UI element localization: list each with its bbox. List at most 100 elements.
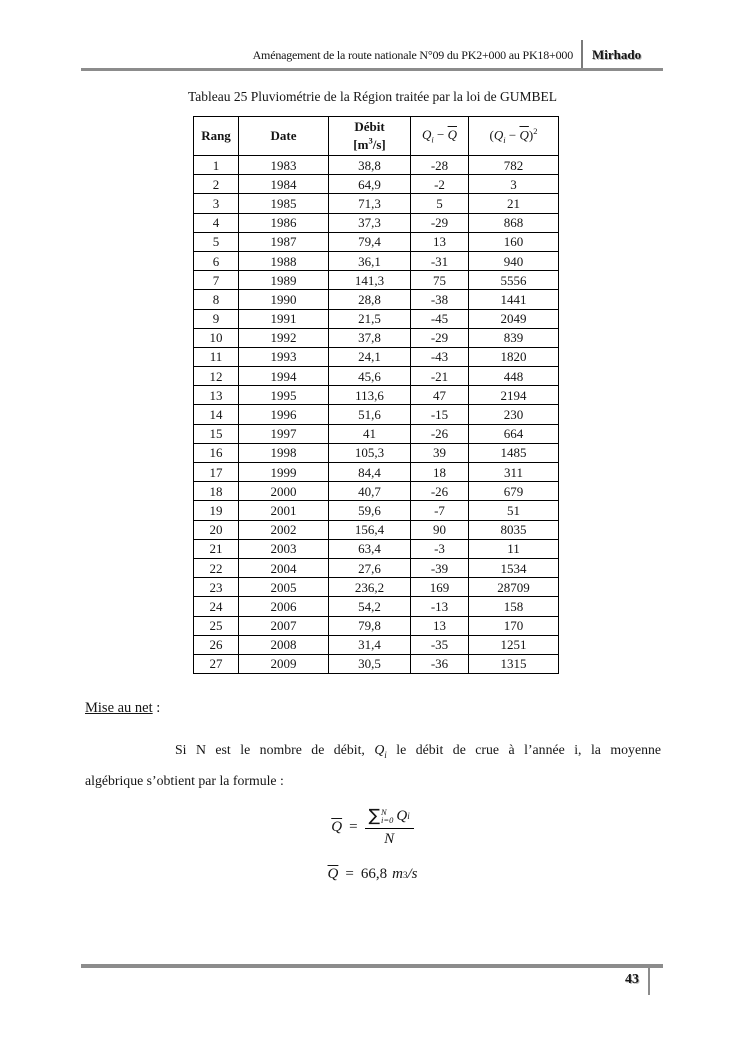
table-cell: 236,2 <box>328 577 411 598</box>
table-cell: 782 <box>468 154 559 176</box>
table-cell: 1990 <box>238 289 329 310</box>
table-cell: -7 <box>410 500 469 521</box>
table-cell: 160 <box>468 231 559 252</box>
table-cell: 868 <box>468 212 559 233</box>
equals-sign: = <box>345 866 354 882</box>
table-cell: 9 <box>193 308 239 329</box>
table-cell: 7 <box>193 270 239 291</box>
table-cell: 21,5 <box>328 308 411 329</box>
table-row: 1 1983 38,8 -28 782 <box>193 154 559 176</box>
table-cell: 3 <box>468 174 559 195</box>
table-cell: 27,6 <box>328 557 411 579</box>
col-header-deviation: Qi − Q <box>410 116 469 156</box>
table-cell: -39 <box>410 557 469 579</box>
table-cell: 75 <box>410 270 469 291</box>
table-cell: -43 <box>410 346 469 368</box>
table-cell: 28709 <box>468 577 559 598</box>
unit-per-s: /s <box>407 866 418 882</box>
sum-icon: ∑ <box>368 806 381 826</box>
table-cell: 51 <box>468 500 559 521</box>
table-cell: 1534 <box>468 557 559 579</box>
table-cell: -35 <box>410 634 469 655</box>
table-cell: 25 <box>193 615 239 636</box>
table-cell: 6 <box>193 250 239 272</box>
table-cell: 64,9 <box>328 174 411 195</box>
header-title: Aménagement de la route nationale N°09 d… <box>252 48 574 62</box>
table-cell: -2 <box>410 174 469 195</box>
table-cell: -3 <box>410 538 469 559</box>
table-cell: 24 <box>193 596 239 617</box>
table-cell: -28 <box>410 154 469 176</box>
paragraph-line-2: algébrique s’obtient par la formule : <box>85 772 284 788</box>
table-row: 12 1994 45,6 -21 448 <box>193 366 559 387</box>
body-paragraph: Si N est le nombre de débit, Qi le débit… <box>85 742 661 789</box>
table-cell: -29 <box>410 327 469 348</box>
table-cell: 38,8 <box>328 154 411 176</box>
table-cell: -26 <box>410 481 469 502</box>
table-cell: 40,7 <box>328 481 411 502</box>
table-cell: 21 <box>193 538 239 559</box>
table-cell: 20 <box>193 519 239 540</box>
table-cell: 30,5 <box>328 653 411 675</box>
table-cell: 1993 <box>238 346 329 368</box>
table-cell: 169 <box>410 577 469 598</box>
table-cell: 21 <box>468 193 559 214</box>
table-cell: 19 <box>193 500 239 521</box>
table-cell: 2003 <box>238 538 329 559</box>
table-body: 1 1983 38,8 -28 782 2 1984 64,9 -2 3 3 1985 71,3 5 21 4… <box>193 154 559 675</box>
table-cell: 23 <box>193 577 239 598</box>
unit-m: m <box>392 866 403 882</box>
table-row: 23 2005 236,2 169 28709 <box>193 577 559 598</box>
table-cell: 12 <box>193 366 239 387</box>
table-cell: 105,3 <box>328 442 411 464</box>
table-row: 20 2002 156,4 90 8035 <box>193 519 559 540</box>
table-cell: 39 <box>410 442 469 464</box>
table-cell: 2194 <box>468 385 559 406</box>
table-cell: -36 <box>410 653 469 675</box>
table-cell: -15 <box>410 404 469 425</box>
table-cell: 27 <box>193 653 239 675</box>
table-row: 5 1987 79,4 13 160 <box>193 231 559 252</box>
table-cell: 664 <box>468 423 559 444</box>
table-row: 21 2003 63,4 -3 11 <box>193 538 559 559</box>
table-cell: 31,4 <box>328 634 411 655</box>
table-cell: 22 <box>193 557 239 579</box>
fraction-denominator: N <box>384 831 395 847</box>
col-header-rang: Rang <box>193 116 239 156</box>
footer-divider <box>648 968 650 995</box>
table-cell: 59,6 <box>328 500 411 521</box>
table-cell: 11 <box>468 538 559 559</box>
table-cell: 51,6 <box>328 404 411 425</box>
table-row: 7 1989 141,3 75 5556 <box>193 270 559 291</box>
footer-rule <box>81 964 663 968</box>
table-cell: 1998 <box>238 442 329 464</box>
table-header: Rang Date Débit [m3/s] Qi − Q (Qi − Q)2 <box>193 116 559 156</box>
table-cell: -38 <box>410 289 469 310</box>
table-cell: 13 <box>410 231 469 252</box>
table-row: 18 2000 40,7 -26 679 <box>193 481 559 502</box>
page-header: Aménagement de la route nationale N°09 d… <box>81 40 663 71</box>
table-cell: 2001 <box>238 500 329 521</box>
table-cell: 18 <box>410 461 469 483</box>
table-cell: 839 <box>468 327 559 348</box>
table-cell: 158 <box>468 596 559 617</box>
table-cell: 1985 <box>238 193 329 214</box>
table-cell: 1992 <box>238 327 329 348</box>
table-cell: 156,4 <box>328 519 411 540</box>
footer-pageno-area: 43 <box>81 968 663 995</box>
table-cell: 5556 <box>468 270 559 291</box>
table-cell: -13 <box>410 596 469 617</box>
mean-value-formula: Q = 66,8 m 3/s <box>327 866 418 882</box>
table-cell: 1 <box>193 154 239 176</box>
table-cell: 1994 <box>238 366 329 387</box>
section-heading-text: Mise au net <box>85 700 153 716</box>
table-cell: 170 <box>468 615 559 636</box>
table-cell: 1485 <box>468 442 559 464</box>
table-cell: 448 <box>468 366 559 387</box>
table-header-row: Rang Date Débit [m3/s] Qi − Q (Qi − Q)2 <box>193 116 559 156</box>
table-cell: 37,3 <box>328 212 411 233</box>
table-cell: 26 <box>193 634 239 655</box>
